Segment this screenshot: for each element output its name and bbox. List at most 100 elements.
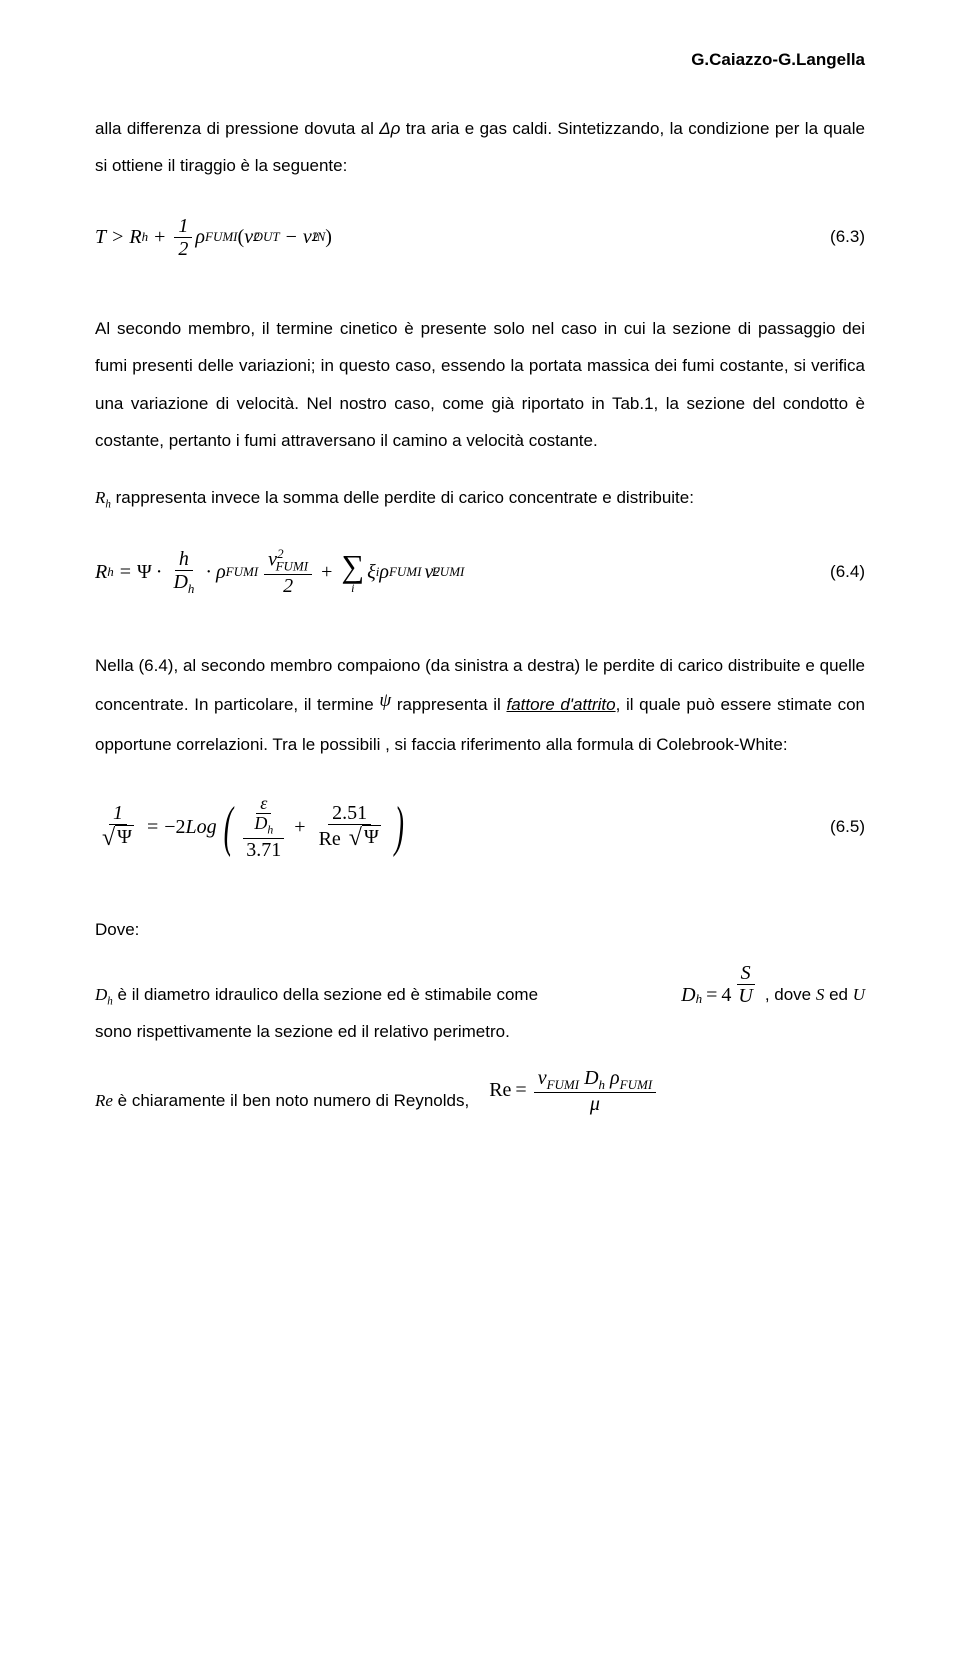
var-R: R bbox=[129, 226, 141, 249]
num-1: 1 bbox=[109, 802, 127, 825]
num-re: vFUMI Dh ρFUMI bbox=[534, 1067, 656, 1093]
den-Re: Re √Ψ bbox=[315, 825, 385, 851]
two: 2 bbox=[176, 816, 186, 839]
frac-SU: S U bbox=[734, 962, 756, 1007]
frac-half: 1 2 bbox=[174, 215, 192, 260]
var-R: R bbox=[95, 561, 107, 584]
eq: = bbox=[120, 561, 131, 584]
gt: > bbox=[112, 226, 123, 249]
sub-h: h bbox=[142, 229, 149, 245]
D: D bbox=[584, 1067, 598, 1089]
radbody: Ψ bbox=[115, 825, 134, 848]
eq-64-body: Rh = Ψ · h Dh · ρFUMI v2FUMI 2 + ∑ i ξi … bbox=[95, 547, 464, 597]
Dsub: h bbox=[696, 991, 703, 1007]
Dsub: h bbox=[188, 581, 195, 596]
sub-out: OUT bbox=[254, 229, 280, 245]
D: D bbox=[173, 571, 187, 593]
text: rappresenta il bbox=[391, 695, 506, 714]
text: alla differenza di pressione dovuta al bbox=[95, 119, 379, 138]
eq: = bbox=[706, 984, 717, 1007]
v1: v bbox=[244, 226, 253, 249]
eq-65-body: 1 √Ψ = − 2 Log ( ε Dh 3.71 + 2.51 Re √Ψ bbox=[95, 794, 410, 861]
frac-epsD: ε Dh bbox=[250, 794, 277, 838]
paragraph-6: Re è chiaramente il ben noto numero di R… bbox=[95, 1082, 469, 1119]
psi-inline: ψ bbox=[379, 690, 391, 711]
vsub: FUMI bbox=[276, 559, 309, 574]
rparen: ) bbox=[325, 226, 332, 249]
eq-re-inline: Re = vFUMI Dh ρFUMI μ bbox=[489, 1067, 659, 1115]
rho2: ρ bbox=[379, 561, 389, 584]
num-251: 2.51 bbox=[328, 802, 371, 825]
minus: − bbox=[164, 816, 175, 839]
var-T: T bbox=[95, 226, 106, 249]
paragraph-5b: sono rispettivamente la sezione ed il re… bbox=[95, 1013, 865, 1050]
Re: Re bbox=[489, 1079, 511, 1102]
fattore-attrito: fattore d'attrito bbox=[506, 695, 615, 714]
num-eps: ε Dh bbox=[243, 794, 284, 839]
delta-rho: Δρ bbox=[379, 119, 400, 138]
lparen: ( bbox=[238, 226, 245, 249]
rparen-big: ) bbox=[394, 802, 403, 852]
cdot2: · bbox=[205, 561, 212, 584]
eq-64-number: (6.4) bbox=[830, 562, 865, 582]
lparen-big: ( bbox=[223, 802, 232, 852]
den: 2 bbox=[174, 238, 192, 260]
S: S bbox=[737, 962, 755, 985]
plus: + bbox=[154, 226, 165, 249]
frac-eps: ε Dh 3.71 bbox=[242, 794, 285, 861]
U: U bbox=[734, 985, 756, 1007]
paragraph-4: Nella (6.4), al secondo membro compaiono… bbox=[95, 647, 865, 764]
eq-63-body: T > Rh + 1 2 ρFUMI ( v2OUT − v2IN ) bbox=[95, 215, 332, 260]
eq-63-number: (6.3) bbox=[830, 227, 865, 247]
paragraph-2: Al secondo membro, il termine cinetico è… bbox=[95, 310, 865, 460]
Psi: Ψ bbox=[137, 561, 152, 584]
eq: = bbox=[515, 1079, 526, 1102]
frac-v2: v2FUMI 2 bbox=[264, 547, 312, 597]
sqrt: √Ψ bbox=[102, 825, 134, 851]
equation-6-5: 1 √Ψ = − 2 Log ( ε Dh 3.71 + 2.51 Re √Ψ bbox=[95, 794, 865, 861]
num: 1 bbox=[174, 215, 192, 238]
v2: v bbox=[303, 226, 312, 249]
den-D: Dh bbox=[169, 571, 198, 596]
frac-251: 2.51 Re √Ψ bbox=[315, 802, 385, 851]
radbody2: Ψ bbox=[362, 825, 381, 848]
D: D bbox=[681, 984, 695, 1007]
equation-6-4: Rh = Ψ · h Dh · ρFUMI v2FUMI 2 + ∑ i ξi … bbox=[95, 547, 865, 597]
eq: = bbox=[147, 816, 158, 839]
text: è chiaramente il ben noto numero di Reyn… bbox=[113, 1091, 469, 1110]
paragraph-6-row: Re è chiaramente il ben noto numero di R… bbox=[95, 1071, 865, 1119]
Dsub: h bbox=[599, 1077, 606, 1092]
plus: + bbox=[294, 816, 305, 839]
den-2: 2 bbox=[279, 575, 297, 597]
equation-6-3: T > Rh + 1 2 ρFUMI ( v2OUT − v2IN ) (6.3… bbox=[95, 215, 865, 260]
text: rappresenta invece la somma delle perdit… bbox=[111, 488, 694, 507]
dove-label: Dove: bbox=[95, 911, 865, 948]
Dsub: h bbox=[267, 824, 273, 837]
den-sqrtPsi: √Ψ bbox=[98, 825, 138, 851]
sum-sub: i bbox=[351, 582, 354, 594]
paragraph-3: Rh rappresenta invece la somma delle per… bbox=[95, 479, 865, 517]
sigma: ∑ bbox=[341, 550, 364, 582]
paragraph-5a: Dh è il diametro idraulico della sezione… bbox=[95, 976, 676, 1014]
radical: √ bbox=[102, 825, 115, 851]
num-v: v2FUMI bbox=[264, 547, 312, 575]
sub-fumi: FUMI bbox=[205, 229, 238, 245]
rho: ρ bbox=[195, 226, 205, 249]
eq-65-number: (6.5) bbox=[830, 817, 865, 837]
paragraph-5-row: Dh è il diametro idraulico della sezione… bbox=[95, 968, 865, 1013]
minus: − bbox=[286, 226, 297, 249]
sum: ∑ i bbox=[341, 550, 364, 594]
Re: Re bbox=[319, 828, 341, 850]
var-Rh-R: R bbox=[95, 488, 105, 507]
plus: + bbox=[321, 561, 332, 584]
frac-re: vFUMI Dh ρFUMI μ bbox=[534, 1067, 656, 1115]
vsub: FUMI bbox=[547, 1077, 580, 1092]
xi: ξ bbox=[367, 561, 376, 584]
frac-lhs: 1 √Ψ bbox=[98, 802, 138, 851]
sub-fumi2: FUMI bbox=[389, 564, 422, 580]
num-h: h bbox=[175, 548, 193, 571]
cdot1: · bbox=[156, 561, 163, 584]
v: v bbox=[538, 1067, 547, 1089]
rho: ρ bbox=[610, 1067, 620, 1089]
mu: μ bbox=[586, 1093, 604, 1115]
